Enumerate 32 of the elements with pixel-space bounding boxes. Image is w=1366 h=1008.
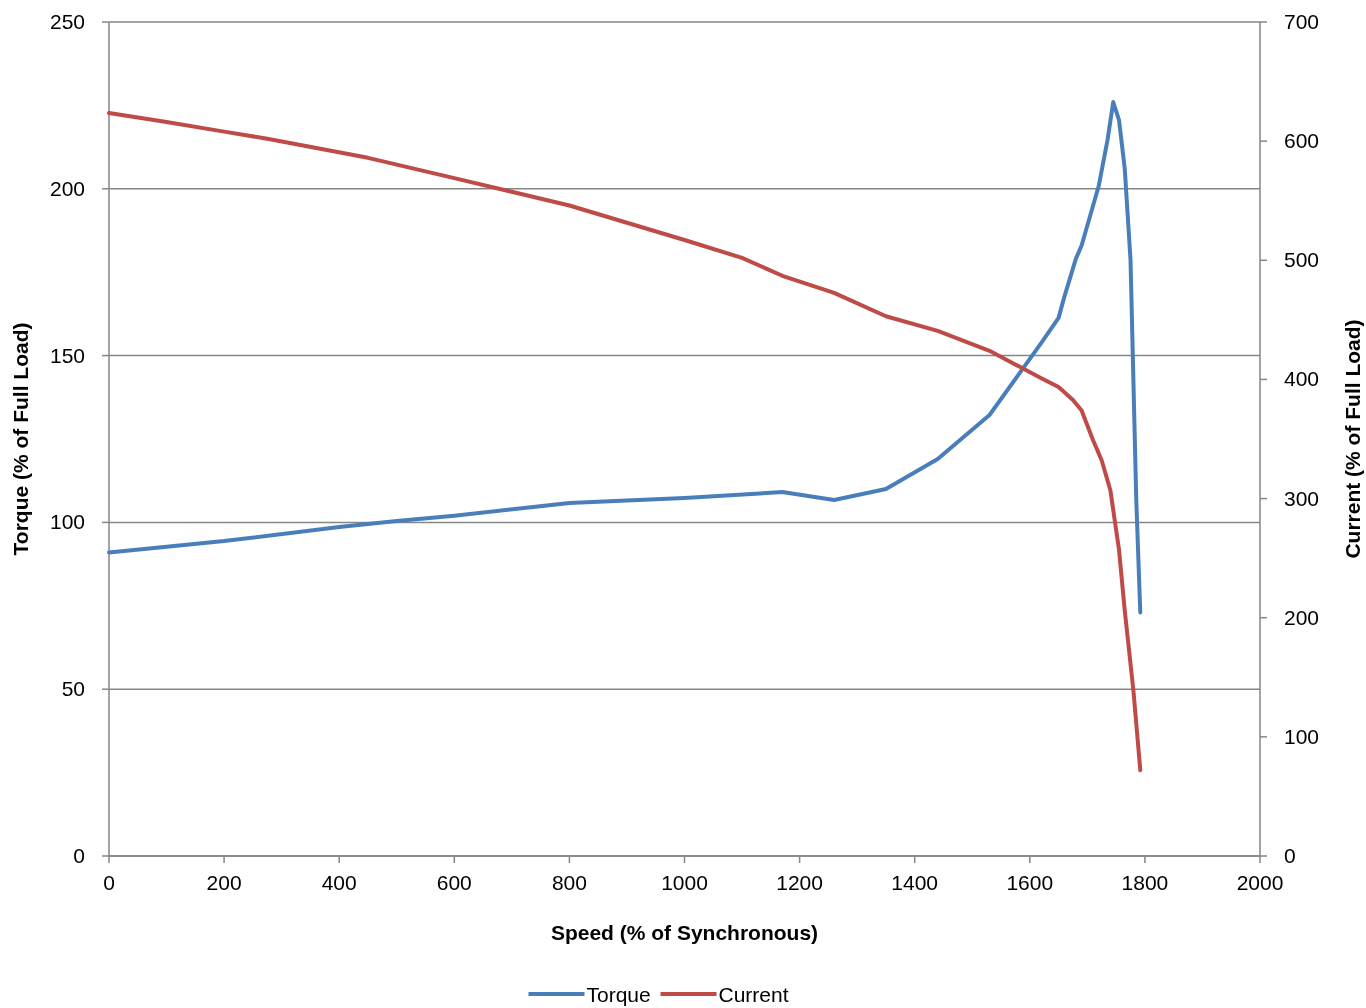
y-tick-label: 0 (73, 844, 85, 867)
y-tick-label: 150 (49, 343, 85, 367)
x-tick-label: 1800 (1121, 871, 1169, 894)
y2-tick-label: 600 (1284, 129, 1320, 153)
line-series (107, 100, 1143, 615)
y2-tick-label: 300 (1284, 486, 1320, 510)
legend-label: Current (718, 983, 789, 1006)
x-tick-label: 1000 (661, 871, 708, 894)
y2-tick-label: 100 (1284, 724, 1320, 748)
y2-tick-label: 200 (1284, 605, 1320, 629)
x-tick-label: 0 (103, 871, 115, 894)
x-tick-label: 1600 (1006, 871, 1054, 894)
y-axis-title: Torque (% of Full Load) (9, 322, 32, 556)
x-tick-label: 400 (321, 871, 357, 894)
x-tick-label: 1400 (891, 871, 939, 894)
x-tick-label: 800 (551, 871, 587, 894)
y2-tick-label: 700 (1284, 10, 1320, 33)
y2-axis-title: Current (% of Full Load) (1341, 319, 1364, 559)
y-tick-label: 250 (49, 10, 85, 33)
x-tick-label: 2000 (1236, 871, 1284, 894)
y-tick-label: 200 (49, 176, 85, 200)
x-tick-label: 200 (206, 871, 242, 894)
y-tick-label: 50 (61, 677, 85, 701)
x-tick-label: 1200 (776, 871, 823, 894)
legend-label: Torque (586, 983, 651, 1006)
y2-tick-label: 500 (1284, 248, 1320, 272)
y2-tick-label: 0 (1284, 844, 1296, 867)
x-tick-label: 600 (436, 871, 472, 894)
x-axis-title: Speed (% of Synchronous) (550, 921, 819, 944)
y2-tick-label: 400 (1284, 367, 1320, 391)
y-tick-label: 100 (49, 510, 85, 534)
line-series (107, 111, 1143, 773)
